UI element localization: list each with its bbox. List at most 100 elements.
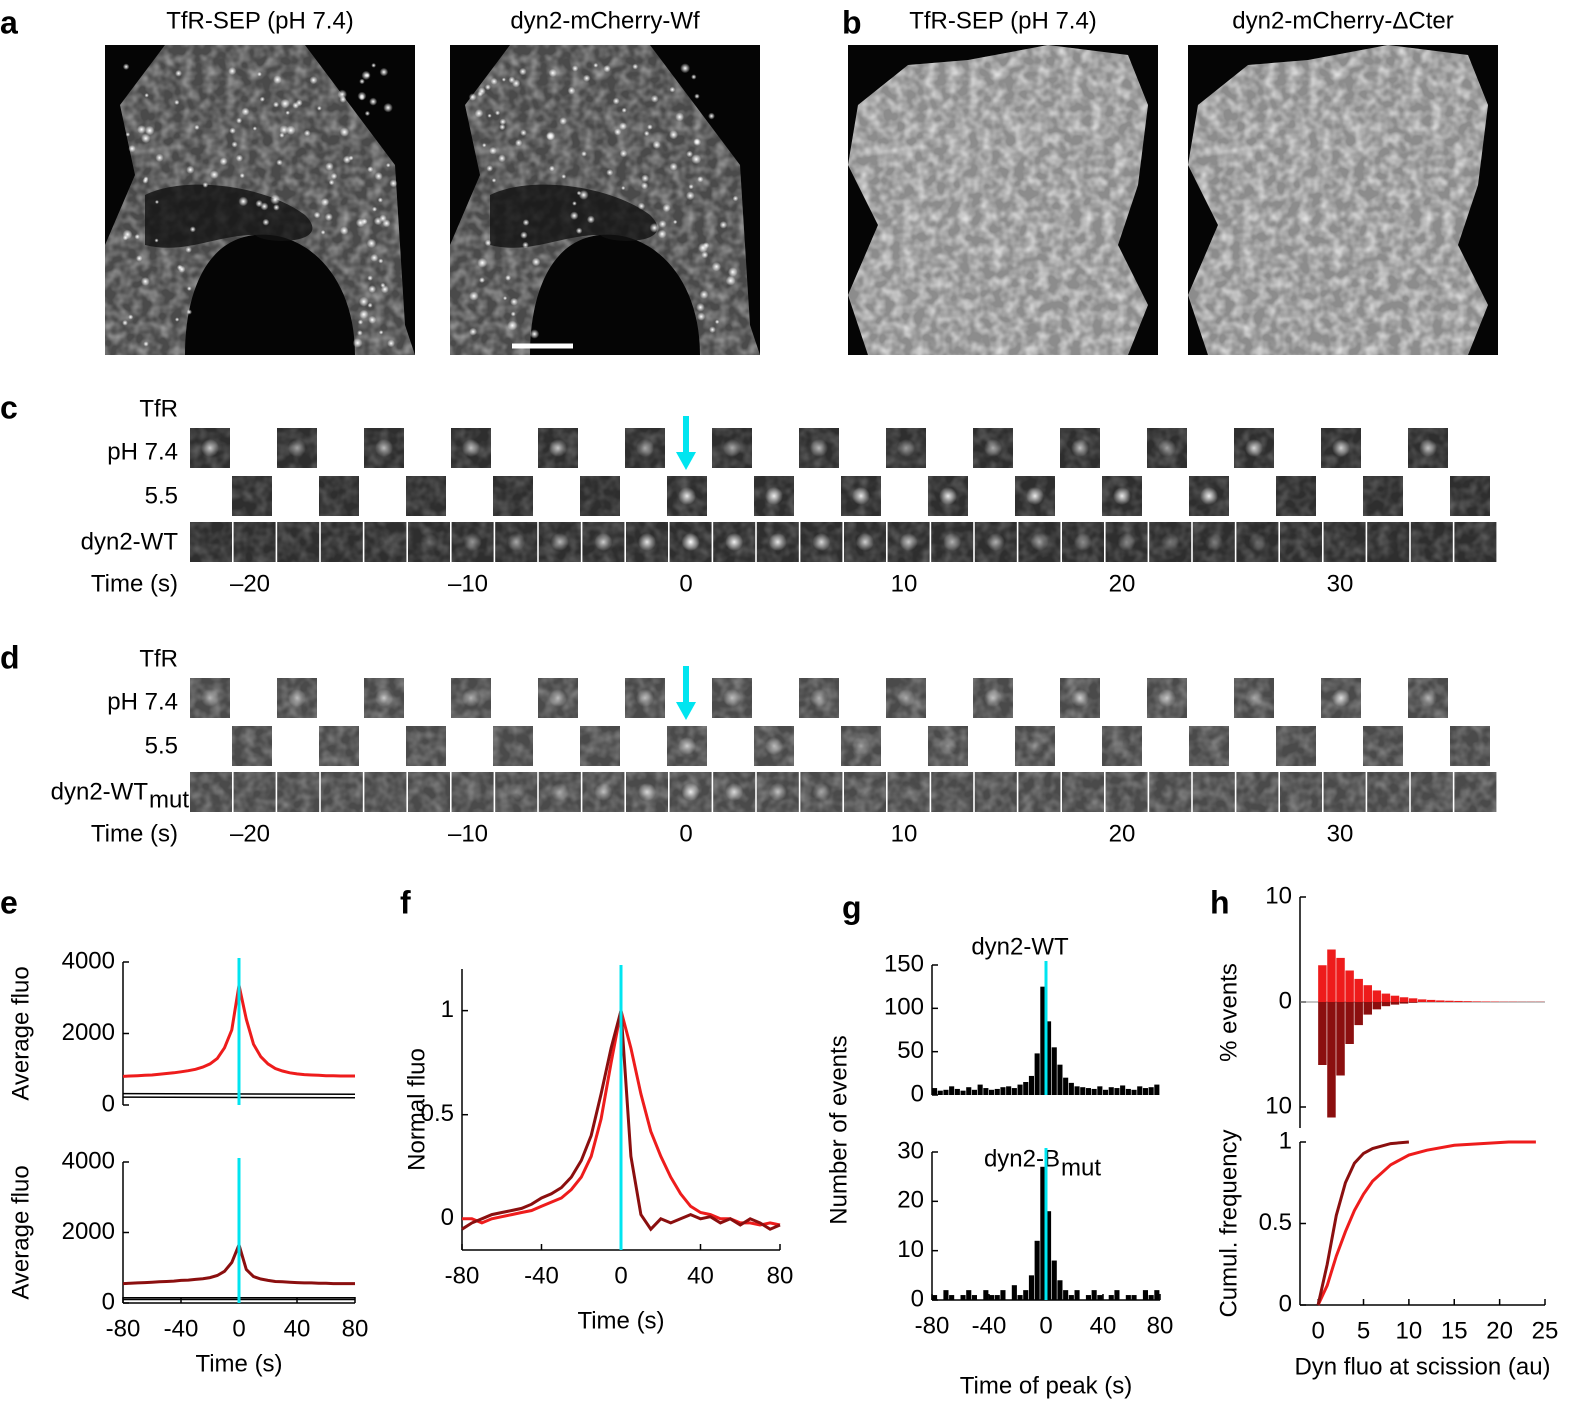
- puncta: [358, 296, 369, 307]
- puncta: [669, 86, 676, 93]
- x-axis-label: Dyn fluo at scission (au): [1294, 1353, 1550, 1380]
- puncta: [125, 132, 131, 137]
- puncta: [519, 67, 527, 76]
- puncta: [229, 127, 236, 134]
- tile-noise: [1363, 476, 1403, 516]
- puncta: [175, 69, 182, 77]
- time-tick: 10: [891, 570, 918, 597]
- row-label-sub: mut: [149, 786, 189, 813]
- hist-bar: [1372, 1002, 1382, 1010]
- puncta: [571, 65, 579, 72]
- puncta: [371, 62, 377, 68]
- panel-label: d: [0, 639, 20, 675]
- puncta: [652, 140, 661, 150]
- tile-spot: [1332, 689, 1350, 707]
- puncta: [279, 132, 285, 138]
- hist-bar: [1390, 1002, 1400, 1005]
- hist-bar: [1363, 985, 1372, 1002]
- tile-spot: [550, 783, 569, 801]
- micrograph: [105, 45, 415, 355]
- tile-spot: [897, 689, 915, 707]
- puncta: [273, 101, 280, 108]
- puncta: [236, 117, 243, 124]
- chart-title: dyn2-B: [984, 1145, 1060, 1172]
- time-tick: 30: [1327, 570, 1354, 597]
- puncta: [330, 172, 338, 180]
- tile-noise: [1454, 522, 1497, 562]
- x-tick-label: 80: [767, 1262, 794, 1289]
- hist-bar: [1336, 957, 1345, 1002]
- puncta: [732, 195, 739, 202]
- hist-bar: [960, 1295, 966, 1300]
- puncta: [510, 311, 516, 317]
- y-tick-label: 0: [1279, 987, 1292, 1014]
- tile-spot: [812, 783, 831, 801]
- puncta: [593, 62, 599, 68]
- tile-spot: [463, 783, 482, 801]
- puncta: [285, 110, 290, 115]
- puncta: [303, 129, 311, 137]
- x-tick-label: 15: [1441, 1317, 1468, 1344]
- y-tick-label: 150: [884, 950, 924, 977]
- puncta: [469, 291, 479, 301]
- puncta: [696, 312, 706, 321]
- image-title: TfR-SEP (pH 7.4): [166, 7, 354, 34]
- tile-spot: [856, 783, 874, 801]
- puncta: [374, 171, 383, 181]
- puncta: [698, 242, 708, 253]
- tile-noise: [1450, 476, 1490, 516]
- puncta: [650, 94, 659, 103]
- puncta: [309, 76, 318, 85]
- puncta: [486, 165, 494, 172]
- tile-noise: [1018, 772, 1061, 812]
- puncta: [699, 290, 709, 299]
- time-tick: 0: [679, 570, 692, 597]
- hist-bar: [1085, 1088, 1091, 1095]
- puncta: [122, 229, 133, 240]
- tile-noise: [931, 772, 974, 812]
- micrograph: [450, 45, 760, 355]
- y-tick-label: 0: [1279, 1290, 1292, 1317]
- puncta: [529, 329, 540, 339]
- x-tick-label: 10: [1396, 1317, 1423, 1344]
- tile-spot: [420, 533, 438, 551]
- tile-noise: [1280, 772, 1322, 812]
- puncta: [337, 89, 348, 100]
- hist-bar: [1057, 1280, 1063, 1300]
- puncta: [144, 125, 155, 136]
- x-tick-label: 5: [1357, 1317, 1370, 1344]
- hist-bar: [1137, 1086, 1143, 1095]
- row-label: dyn2-WT: [51, 778, 149, 805]
- tile-spot: [725, 533, 744, 551]
- puncta: [632, 63, 639, 70]
- puncta: [286, 125, 296, 136]
- tile-spot: [943, 783, 961, 801]
- arrow-head: [676, 452, 696, 470]
- hist-bar: [1481, 1001, 1490, 1002]
- puncta: [586, 215, 595, 224]
- puncta: [379, 67, 389, 77]
- puncta: [186, 165, 195, 174]
- tile-noise: [1450, 726, 1490, 766]
- hist-bar: [1040, 986, 1046, 1095]
- puncta: [685, 191, 695, 201]
- hist-bar: [1051, 1047, 1057, 1095]
- puncta: [357, 319, 364, 325]
- puncta: [673, 219, 678, 225]
- puncta: [352, 338, 363, 348]
- puncta: [128, 145, 136, 153]
- y-tick-label: 0: [102, 1288, 115, 1315]
- hist-bar: [1399, 997, 1409, 1002]
- puncta: [725, 275, 736, 286]
- tile-spot: [1026, 487, 1044, 505]
- puncta: [657, 229, 667, 239]
- tile-spot: [1248, 533, 1267, 551]
- row-label: pH 7.4: [107, 688, 178, 715]
- puncta: [367, 275, 373, 281]
- puncta: [324, 212, 333, 222]
- panel-label: f: [400, 884, 411, 920]
- hist-bar: [1154, 1084, 1160, 1095]
- puncta: [637, 202, 646, 210]
- puncta: [257, 71, 262, 77]
- hist-bar: [1108, 1295, 1114, 1300]
